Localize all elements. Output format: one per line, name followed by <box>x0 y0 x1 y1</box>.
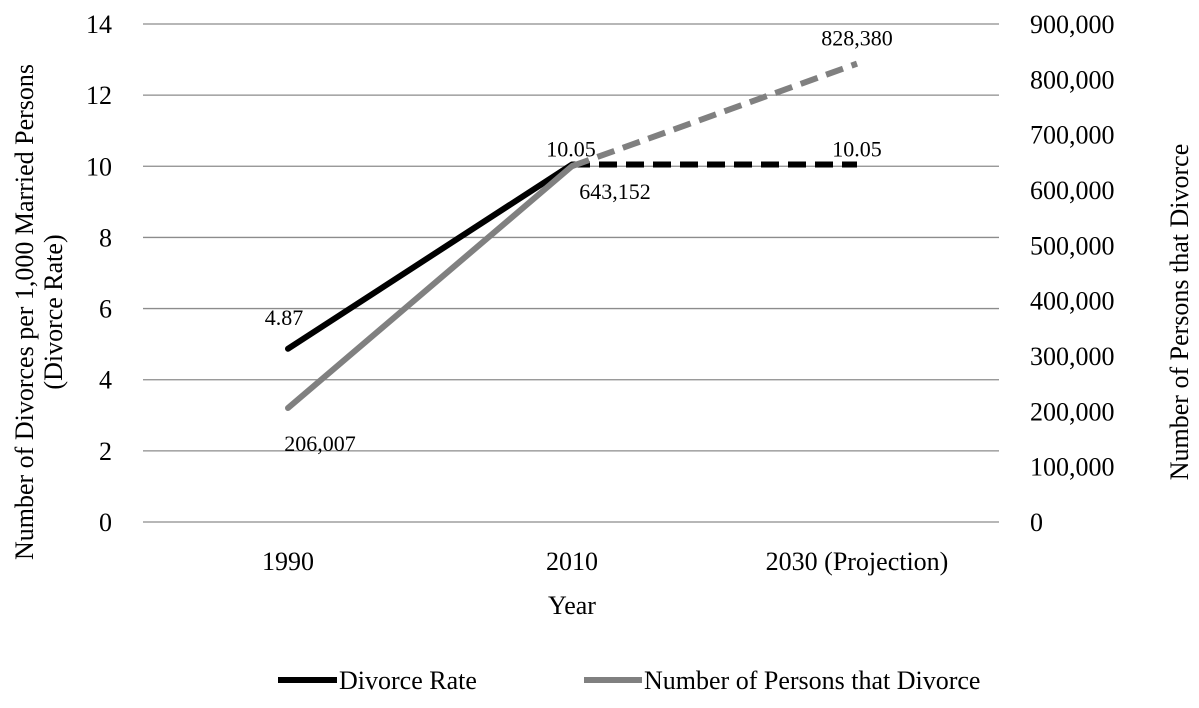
right-y-ticks: 0 100,000 200,000 300,000 400,000 500,000 600,… <box>1030 10 1115 537</box>
y-left-tick-label: 4 <box>99 366 112 395</box>
y-right-tick-label: 700,000 <box>1030 121 1115 150</box>
legend-label-number-of-persons: Number of Persons that Divorce <box>644 666 980 695</box>
y-right-tick-label: 200,000 <box>1030 397 1115 426</box>
y-left-tick-label: 10 <box>86 152 112 181</box>
y-right-tick-label: 100,000 <box>1030 453 1115 482</box>
legend: Divorce Rate Number of Persons that Divo… <box>278 666 980 695</box>
y-right-tick-label: 800,000 <box>1030 65 1115 94</box>
y-axis-left-title-line1: Number of Divorces per 1,000 Married Per… <box>10 64 39 560</box>
data-label: 643,152 <box>579 179 651 204</box>
data-label: 828,380 <box>821 26 893 51</box>
y-left-tick-label: 8 <box>99 223 112 252</box>
data-label: 206,007 <box>284 431 356 456</box>
left-y-ticks: 0 2 4 6 8 10 12 14 <box>86 10 112 537</box>
y-left-tick-label: 12 <box>86 81 112 110</box>
x-tick-label: 2030 (Projection) <box>766 547 949 576</box>
x-tick-label: 1990 <box>262 547 314 576</box>
y-right-tick-label: 0 <box>1030 508 1043 537</box>
gridlines <box>143 23 999 523</box>
data-label: 10.05 <box>546 137 596 162</box>
series-line-divorce-rate <box>285 161 575 352</box>
y-right-tick-label: 500,000 <box>1030 231 1115 260</box>
y-axis-right-title: Number of Persons that Divorce <box>1165 144 1194 480</box>
y-axis-left-title-line2: (Divorce Rate) <box>39 234 68 389</box>
series-lines <box>285 60 859 412</box>
y-right-tick-label: 300,000 <box>1030 342 1115 371</box>
y-left-tick-label: 6 <box>99 295 112 324</box>
data-label: 10.05 <box>832 137 882 162</box>
x-ticks: 1990 2010 2030 (Projection) <box>262 547 948 576</box>
y-left-tick-label: 0 <box>99 508 112 537</box>
legend-label-divorce-rate: Divorce Rate <box>339 666 477 695</box>
data-label: 4.87 <box>265 305 304 330</box>
series-line-number-of-persons <box>285 163 575 412</box>
y-right-tick-label: 400,000 <box>1030 287 1115 316</box>
y-right-tick-label: 900,000 <box>1030 10 1115 39</box>
y-left-tick-label: 2 <box>99 437 112 466</box>
data-labels: 4.87 10.05 10.05 206,007 643,152 828,380 <box>265 26 893 456</box>
y-right-tick-label: 600,000 <box>1030 176 1115 205</box>
series-projection-number-of-persons <box>570 60 859 169</box>
x-axis-title: Year <box>548 591 596 620</box>
y-left-tick-label: 14 <box>86 10 112 39</box>
x-tick-label: 2010 <box>546 547 598 576</box>
